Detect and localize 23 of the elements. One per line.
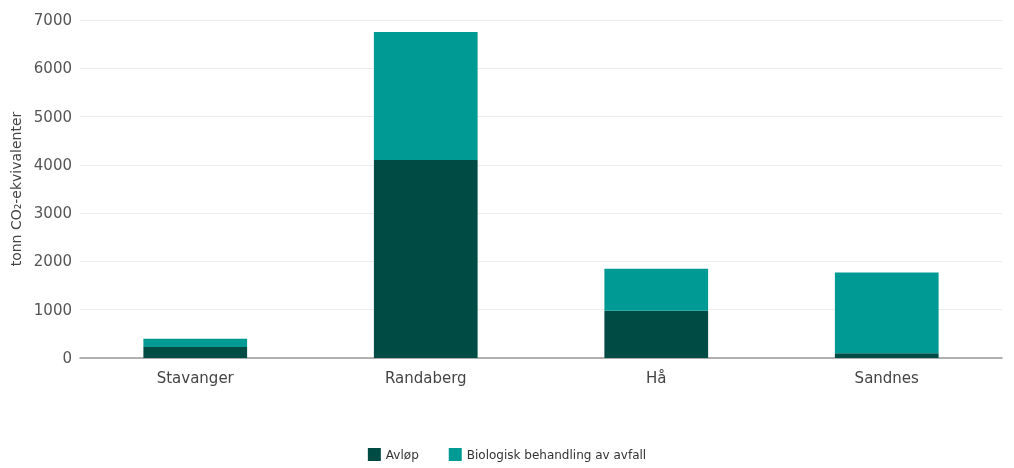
y-tick-label: 5000 <box>33 107 72 126</box>
y-tick-label: 4000 <box>33 155 72 174</box>
x-tick-label: Stavanger <box>156 368 235 387</box>
y-tick-label: 1000 <box>33 300 72 319</box>
bar <box>834 353 939 358</box>
bar <box>604 310 709 358</box>
legend-label: Avløp <box>385 447 419 462</box>
y-tick-label: 2000 <box>33 252 72 271</box>
bar <box>373 32 478 161</box>
y-tick-label: 7000 <box>33 11 72 29</box>
bar <box>143 346 248 358</box>
x-tick-label: Hå <box>646 368 667 387</box>
y-tick-label: 6000 <box>33 59 72 78</box>
legend-label: Biologisk behandling av avfall <box>466 447 647 462</box>
bar <box>373 160 478 358</box>
y-tick-label: 0 <box>62 349 72 367</box>
x-tick-label: Randaberg <box>384 368 467 387</box>
bar <box>834 272 939 354</box>
y-tick-label: 3000 <box>33 204 72 223</box>
bar <box>604 268 709 311</box>
x-tick-label: Sandnes <box>854 368 920 387</box>
y-axis-title: tonn CO₂-ekvivalenter <box>7 111 24 267</box>
bar <box>143 338 248 347</box>
